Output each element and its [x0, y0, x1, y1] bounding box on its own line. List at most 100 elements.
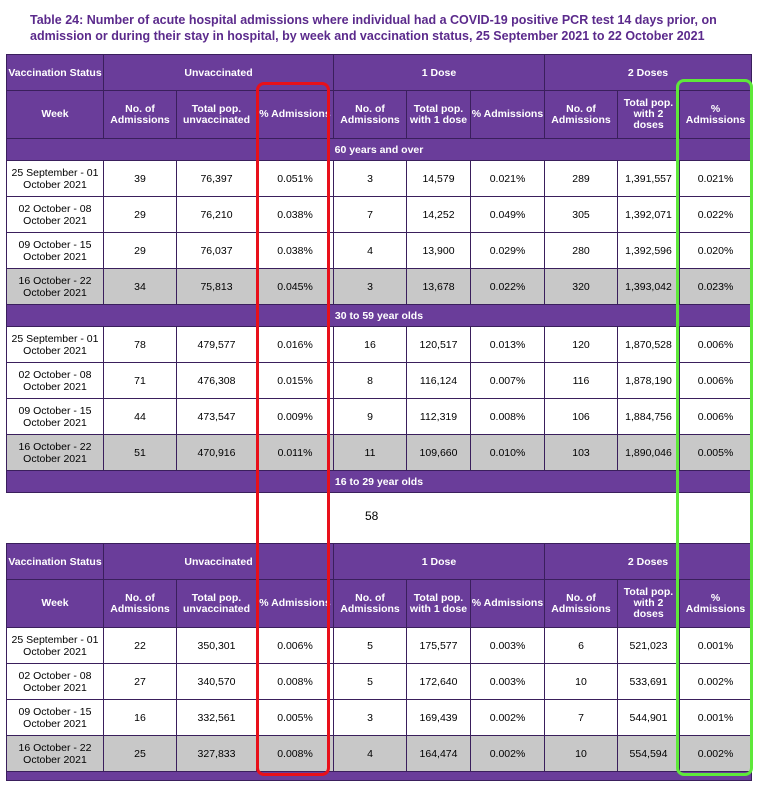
table-cell: 0.011% — [256, 434, 334, 471]
table-cell: 0.009% — [256, 398, 334, 435]
column-header: No. of Admissions — [333, 90, 407, 139]
table-cell: 0.021% — [679, 160, 752, 197]
table-cell: 1,391,557 — [617, 160, 680, 197]
table-cell: 39 — [103, 160, 177, 197]
table-cell: 10 — [544, 663, 618, 700]
table-cell: 0.007% — [470, 362, 545, 399]
table-cell: 6 — [544, 627, 618, 664]
table-cell: 0.002% — [470, 735, 545, 772]
table-cell: 0.010% — [470, 434, 545, 471]
table-cell: 0.038% — [256, 196, 334, 233]
table-cell: 289 — [544, 160, 618, 197]
table-cell: 22 — [103, 627, 177, 664]
column-header: No. of Admissions — [333, 579, 407, 628]
week-cell: 02 October - 08 October 2021 — [6, 196, 104, 233]
table-cell: 29 — [103, 232, 177, 269]
table-cell: 175,577 — [406, 627, 471, 664]
table-cell: 78 — [103, 326, 177, 363]
table-cell: 332,561 — [176, 699, 257, 736]
column-header: % Admissions — [470, 579, 545, 628]
group-header-unvaccinated: Unvaccinated — [103, 543, 334, 580]
table-row: 25 September - 01 October 2021 22 350,301 0… — [6, 627, 752, 664]
table-cell: 1,392,596 — [617, 232, 680, 269]
table-cell: 8 — [333, 362, 407, 399]
table-cell: 27 — [103, 663, 177, 700]
table-cell: 14,579 — [406, 160, 471, 197]
table-cell: 320 — [544, 268, 618, 305]
table-cell: 0.006% — [679, 326, 752, 363]
week-header: Week — [6, 90, 104, 139]
green-highlight-box — [676, 79, 753, 776]
table-cell: 0.022% — [679, 196, 752, 233]
table-cell: 554,594 — [617, 735, 680, 772]
table-cell: 476,308 — [176, 362, 257, 399]
table-cell: 169,439 — [406, 699, 471, 736]
table-cell: 0.003% — [470, 627, 545, 664]
age-group-label: 16 to 29 year olds — [6, 470, 752, 493]
table-cell: 120,517 — [406, 326, 471, 363]
table-cell: 76,037 — [176, 232, 257, 269]
table-cell: 473,547 — [176, 398, 257, 435]
table-cell: 0.002% — [679, 735, 752, 772]
table-cell: 3 — [333, 699, 407, 736]
table-cell: 0.049% — [470, 196, 545, 233]
table-cell: 75,813 — [176, 268, 257, 305]
week-cell: 25 September - 01 October 2021 — [6, 326, 104, 363]
age-group-label: 60 years and over — [6, 138, 752, 161]
age-group-label: 30 to 59 year olds — [6, 304, 752, 327]
table-body-part-2: 25 September - 01 October 2021 22 350,301 0… — [6, 627, 752, 781]
table-row: 02 October - 08 October 2021 71 476,308 0.0… — [6, 362, 752, 399]
week-header: Week — [6, 579, 104, 628]
table-cell: 1,393,042 — [617, 268, 680, 305]
table-footer-bar — [6, 771, 752, 781]
table-row: 25 September - 01 October 2021 78 479,577 0… — [6, 326, 752, 363]
week-cell: 25 September - 01 October 2021 — [6, 627, 104, 664]
table-cell: 0.013% — [470, 326, 545, 363]
table-cell: 0.005% — [679, 434, 752, 471]
week-cell: 09 October - 15 October 2021 — [6, 232, 104, 269]
column-header: Total pop. unvaccinated — [176, 90, 257, 139]
table-cell: 5 — [333, 627, 407, 664]
table-cell: 0.020% — [679, 232, 752, 269]
admissions-table-part-1: Vaccination Status Unvaccinated 1 Dose 2… — [6, 54, 752, 493]
table-cell: 112,319 — [406, 398, 471, 435]
table-body-part-1: 60 years and over 25 September - 01 Octob… — [6, 138, 752, 493]
column-header: Total pop. with 2 doses — [617, 90, 680, 139]
table-cell: 0.008% — [256, 663, 334, 700]
table-cell: 1,392,071 — [617, 196, 680, 233]
table-cell: 521,023 — [617, 627, 680, 664]
table-footer-cell — [6, 771, 752, 781]
column-header: No. of Admissions — [103, 579, 177, 628]
table-cell: 106 — [544, 398, 618, 435]
table-cell: 11 — [333, 434, 407, 471]
table-row: 09 October - 15 October 2021 16 332,561 0.0… — [6, 699, 752, 736]
table-cell: 9 — [333, 398, 407, 435]
table-cell: 479,577 — [176, 326, 257, 363]
table-cell: 0.022% — [470, 268, 545, 305]
week-cell: 09 October - 15 October 2021 — [6, 699, 104, 736]
table-cell: 0.003% — [470, 663, 545, 700]
column-header: No. of Admissions — [544, 90, 618, 139]
week-cell: 02 October - 08 October 2021 — [6, 362, 104, 399]
table-cell: 116 — [544, 362, 618, 399]
table-cell: 4 — [333, 232, 407, 269]
table-cell: 327,833 — [176, 735, 257, 772]
week-cell: 16 October - 22 October 2021 — [6, 268, 104, 305]
table-cell: 44 — [103, 398, 177, 435]
week-cell: 16 October - 22 October 2021 — [6, 735, 104, 772]
table-cell: 1,870,528 — [617, 326, 680, 363]
week-cell: 09 October - 15 October 2021 — [6, 398, 104, 435]
table-cell: 0.015% — [256, 362, 334, 399]
table-cell: 76,397 — [176, 160, 257, 197]
table-row: 25 September - 01 October 2021 39 76,397 0.… — [6, 160, 752, 197]
table-cell: 280 — [544, 232, 618, 269]
table-cell: 3 — [333, 160, 407, 197]
group-header-1-dose: 1 Dose — [333, 54, 545, 91]
table-cell: 0.045% — [256, 268, 334, 305]
table-cell: 1,890,046 — [617, 434, 680, 471]
table-cell: 1,878,190 — [617, 362, 680, 399]
table-cell: 0.008% — [470, 398, 545, 435]
table-cell: 120 — [544, 326, 618, 363]
table-cell: 470,916 — [176, 434, 257, 471]
week-cell: 16 October - 22 October 2021 — [6, 434, 104, 471]
